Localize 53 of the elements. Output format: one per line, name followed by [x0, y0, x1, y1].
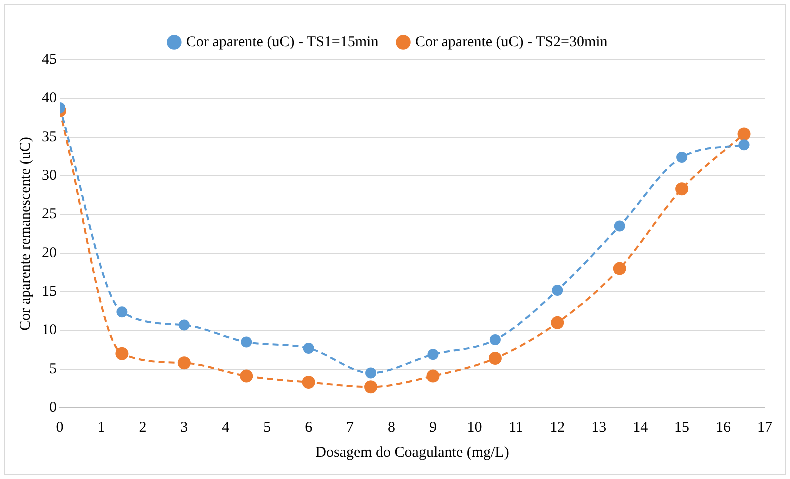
y-tick-label: 35 [42, 129, 57, 146]
point [613, 262, 626, 276]
point [488, 352, 502, 366]
y-tick-label: 40 [42, 90, 57, 107]
x-tick-label: 7 [346, 420, 355, 436]
legend-label: Cor aparente (uC) - TS2=30min [416, 34, 608, 50]
point [302, 376, 316, 389]
point [303, 342, 314, 354]
point [178, 356, 191, 370]
point [364, 380, 378, 394]
x-tick-label: 17 [758, 420, 773, 436]
x-tick-label: 13 [592, 420, 607, 436]
point [551, 316, 564, 330]
point [676, 152, 688, 163]
point [241, 336, 252, 348]
x-tick-label: 15 [674, 420, 690, 436]
point [116, 347, 129, 360]
x-tick-label: 6 [305, 420, 314, 436]
x-tick-label: 11 [508, 420, 524, 436]
point [614, 220, 626, 232]
point [240, 370, 254, 383]
x-tick-label: 12 [550, 420, 566, 436]
y-tick-label: 20 [42, 245, 57, 262]
point [428, 349, 439, 360]
point [738, 140, 750, 151]
point [490, 334, 501, 346]
point [116, 306, 128, 318]
y-tick-label: 45 [42, 52, 57, 68]
x-tick-label: 16 [716, 420, 732, 436]
x-tick-label: 3 [180, 420, 188, 436]
x-tick-label: 2 [139, 420, 147, 436]
x-tick-label: 10 [467, 420, 482, 436]
point [676, 182, 689, 196]
point [738, 128, 751, 141]
point [552, 284, 564, 296]
legend-label: Cor aparente (uC) - TS1=15min [186, 34, 380, 50]
y-tick-label: 25 [42, 206, 57, 223]
x-tick-label: 14 [633, 420, 649, 436]
x-tick-label: 5 [264, 420, 272, 436]
y-axis-title: Cor aparente remanescente (uC) [18, 137, 34, 331]
point [426, 370, 440, 383]
x-tick-label: 4 [222, 420, 230, 436]
y-tick-label: 10 [42, 322, 57, 339]
y-tick-label: 15 [42, 284, 57, 300]
y-tick-label: 0 [50, 400, 57, 416]
x-tick-label: 8 [388, 420, 396, 436]
point [366, 368, 377, 379]
point [178, 320, 190, 331]
x-tick-label: 9 [429, 420, 437, 436]
y-tick-label: 5 [50, 361, 57, 378]
y-tick-label: 30 [42, 168, 57, 184]
x-axis-title: Dosagem do Coagulante (mg/L) [316, 444, 510, 461]
x-tick-label: 1 [98, 420, 106, 436]
